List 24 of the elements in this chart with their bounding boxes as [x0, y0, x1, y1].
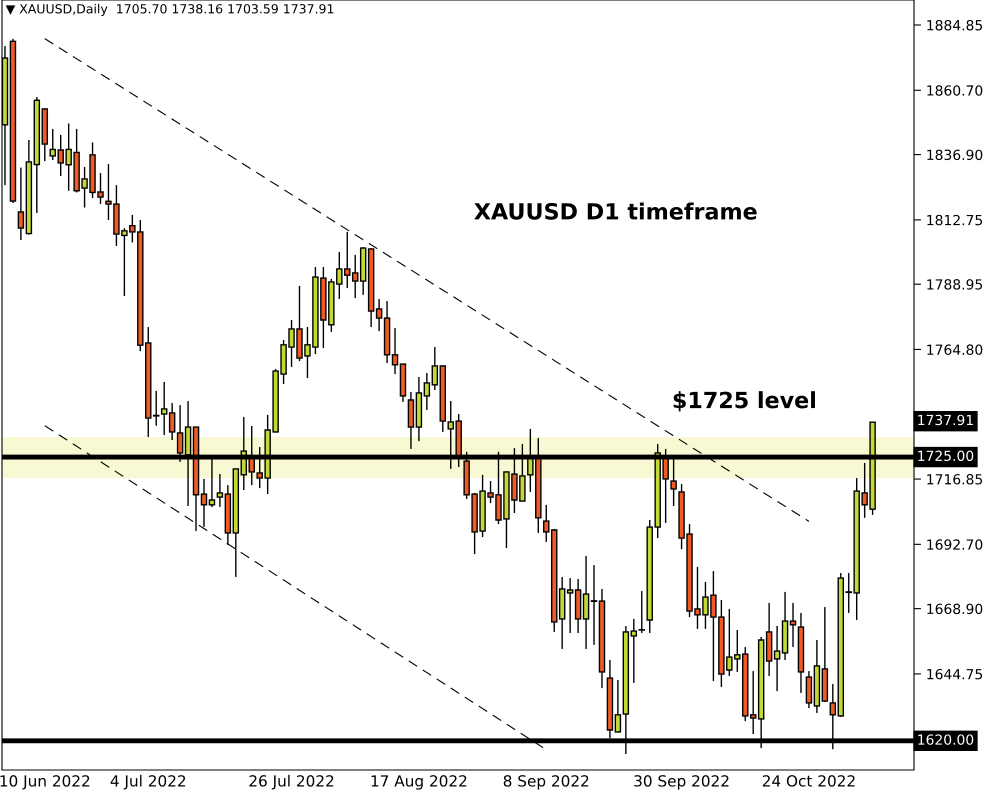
y-tick-label: 1668.90	[927, 604, 982, 614]
y-tick-label: 1692.70	[927, 539, 982, 550]
y-tick-label: 1764.80	[927, 344, 982, 355]
y-tick-label: 1788.95	[927, 279, 982, 290]
annotation: $1725 level	[674, 391, 815, 412]
y-tick-label: 1860.70	[927, 85, 982, 96]
x-tick-label: 10 Jun 2022	[0, 775, 90, 790]
x-tick-label: 4 Jul 2022	[110, 774, 186, 790]
chart-title: ▼ XAUUSD,Daily 1705.70 1738.16 1703.59 1737.91	[6, 4, 334, 16]
y-tick-label: 1812.75	[927, 214, 982, 226]
ref-line-label: 1725.00	[918, 450, 974, 462]
y-tick-label: 1644.75	[927, 668, 982, 680]
annotation: XAUUSD D1 timeframe	[474, 202, 757, 220]
candlestick	[638, 590, 646, 634]
x-tick-label: 24 Oct 2022	[762, 775, 855, 787]
x-tick-label: 30 Sep 2022	[634, 775, 728, 790]
x-tick-label: 26 Jul 2022	[249, 774, 334, 790]
text: 1737.91	[918, 414, 973, 426]
y-tick-label: 1884.85	[927, 20, 982, 30]
ref-line-label: 1620.00	[918, 734, 974, 745]
y-tick-label: 1836.90	[927, 150, 982, 160]
x-tick-label: 8 Sep 2022	[504, 775, 588, 790]
y-tick-label: 1716.85	[927, 474, 982, 485]
x-tick-label: 17 Aug 2022	[372, 775, 466, 790]
